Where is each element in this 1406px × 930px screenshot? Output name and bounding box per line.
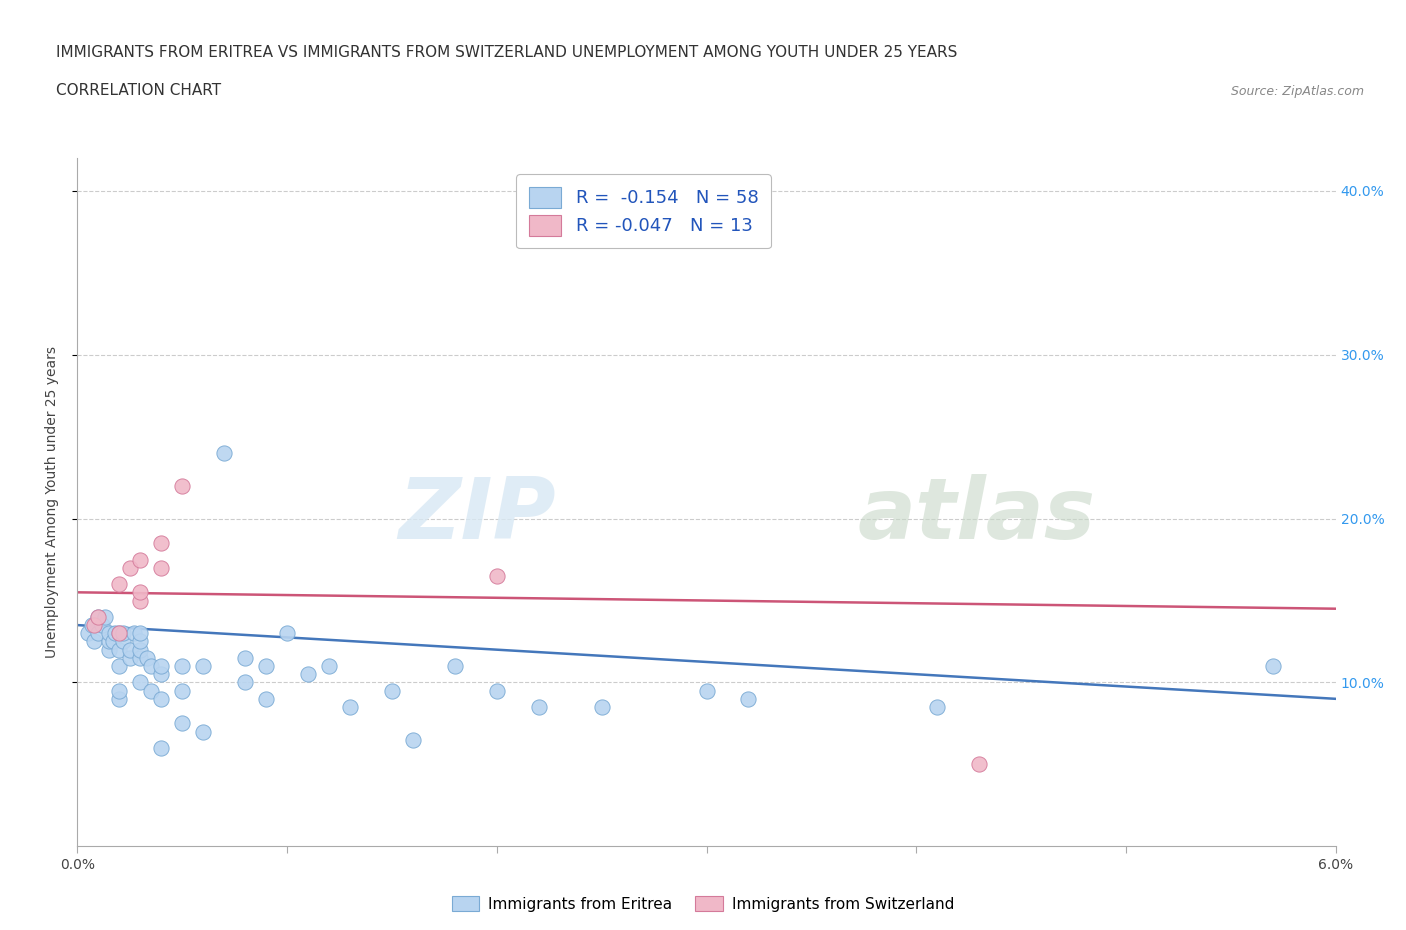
Point <box>444 658 467 673</box>
Point <box>135 650 157 665</box>
Text: ZIP: ZIP <box>398 474 555 557</box>
Point <box>129 626 152 641</box>
Point <box>80 618 103 632</box>
Point <box>97 634 120 649</box>
Point <box>191 658 215 673</box>
Point <box>97 626 120 641</box>
Point <box>339 699 361 714</box>
Point <box>129 634 152 649</box>
Point <box>87 626 110 641</box>
Y-axis label: Unemployment Among Youth under 25 years: Unemployment Among Youth under 25 years <box>45 346 59 658</box>
Point <box>150 658 173 673</box>
Point <box>112 634 135 649</box>
Point <box>129 675 152 690</box>
Point <box>108 643 131 658</box>
Point <box>150 691 173 706</box>
Point <box>967 757 990 772</box>
Legend: R =  -0.154   N = 58, R = -0.047   N = 13: R = -0.154 N = 58, R = -0.047 N = 13 <box>516 174 770 248</box>
Point <box>108 577 131 591</box>
Point <box>318 658 340 673</box>
Text: CORRELATION CHART: CORRELATION CHART <box>56 83 221 98</box>
Point <box>97 643 120 658</box>
Point <box>108 626 131 641</box>
Point <box>591 699 613 714</box>
Point <box>129 593 152 608</box>
Point <box>83 634 105 649</box>
Point <box>108 658 131 673</box>
Text: atlas: atlas <box>858 474 1095 557</box>
Point <box>276 626 298 641</box>
Point <box>527 699 550 714</box>
Point <box>927 699 949 714</box>
Point <box>172 716 194 731</box>
Point <box>129 643 152 658</box>
Point <box>129 585 152 600</box>
Point <box>129 650 152 665</box>
Point <box>381 684 404 698</box>
Point <box>254 658 277 673</box>
Point <box>108 691 131 706</box>
Text: Source: ZipAtlas.com: Source: ZipAtlas.com <box>1230 85 1364 98</box>
Point <box>233 650 256 665</box>
Point <box>233 675 256 690</box>
Point <box>87 609 110 624</box>
Point <box>150 536 173 551</box>
Point <box>112 626 135 641</box>
Point <box>737 691 759 706</box>
Point <box>254 691 277 706</box>
Point <box>696 684 718 698</box>
Point <box>172 684 194 698</box>
Point <box>150 740 173 755</box>
Point <box>118 650 141 665</box>
Point <box>91 618 114 632</box>
Point <box>150 667 173 682</box>
Point <box>129 552 152 567</box>
Point <box>83 618 105 632</box>
Point <box>172 658 194 673</box>
Point <box>150 560 173 575</box>
Point <box>101 634 124 649</box>
Point <box>191 724 215 739</box>
Point <box>76 626 98 641</box>
Point <box>122 626 145 641</box>
Point <box>108 626 131 641</box>
Point <box>139 658 162 673</box>
Text: IMMIGRANTS FROM ERITREA VS IMMIGRANTS FROM SWITZERLAND UNEMPLOYMENT AMONG YOUTH : IMMIGRANTS FROM ERITREA VS IMMIGRANTS FR… <box>56 46 957 60</box>
Point <box>118 560 141 575</box>
Point <box>402 732 425 747</box>
Point <box>1261 658 1284 673</box>
Point <box>485 684 508 698</box>
Point <box>118 643 141 658</box>
Point <box>108 684 131 698</box>
Point <box>172 478 194 493</box>
Point <box>212 445 235 460</box>
Point <box>297 667 319 682</box>
Point <box>139 684 162 698</box>
Point <box>485 568 508 583</box>
Point <box>93 609 115 624</box>
Legend: Immigrants from Eritrea, Immigrants from Switzerland: Immigrants from Eritrea, Immigrants from… <box>446 889 960 918</box>
Point <box>87 609 110 624</box>
Point <box>104 626 127 641</box>
